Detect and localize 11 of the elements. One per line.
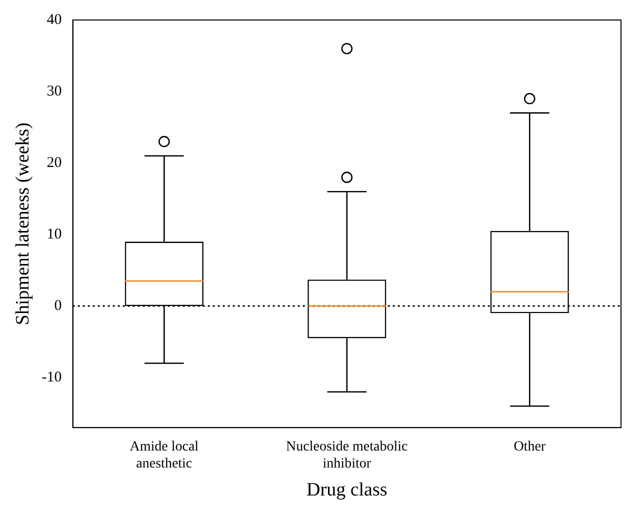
x-tick-label: Nucleoside metabolic inhibitor: [286, 440, 408, 472]
y-axis-title: Shipment lateness (weeks): [12, 122, 34, 326]
x-axis-title: Drug class: [306, 480, 388, 501]
y-tick-label: 0: [54, 298, 62, 314]
y-tick-label: 40: [46, 12, 62, 28]
y-tick-label: 20: [46, 154, 62, 171]
x-tick-label: Amide local anesthetic: [130, 440, 199, 472]
x-tick-label: Other: [514, 440, 546, 455]
y-tick-label: 30: [46, 83, 62, 100]
y-tick-label: -10: [42, 369, 62, 386]
y-tick-label: 10: [46, 226, 62, 242]
